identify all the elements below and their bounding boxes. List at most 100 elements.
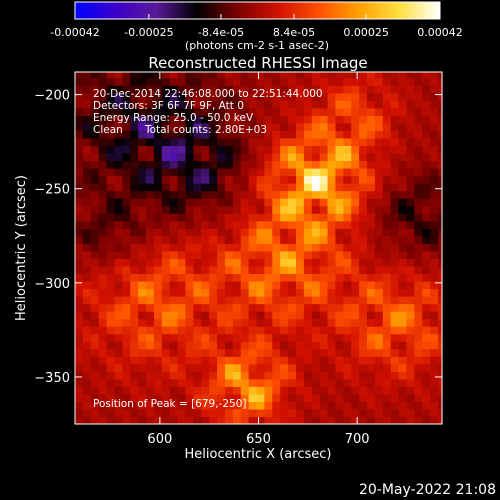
heatmap-cell	[256, 92, 266, 101]
heatmap-cell	[217, 393, 226, 403]
heatmap-cell	[240, 160, 250, 169]
heatmap-cell	[335, 378, 344, 387]
heatmap-cell	[256, 145, 266, 154]
heatmap-cell	[295, 243, 305, 252]
heatmap-cell	[374, 160, 384, 169]
heatmap-cell	[177, 243, 187, 252]
heatmap-cell	[224, 175, 234, 184]
heatmap-cell	[343, 273, 352, 282]
heatmap-cell	[406, 356, 415, 365]
heatmap-cell	[280, 371, 289, 380]
heatmap-cell	[374, 401, 384, 410]
heatmap-cell	[114, 363, 123, 372]
heatmap-cell	[248, 371, 258, 380]
heatmap-cell	[264, 205, 273, 214]
heatmap-cell	[319, 348, 329, 357]
heatmap-cell	[351, 145, 360, 154]
heatmap-cell	[193, 235, 202, 244]
chart-title: Reconstructed RHESSI Image	[148, 54, 367, 72]
heatmap-cell	[248, 280, 258, 290]
heatmap-cell	[422, 205, 431, 214]
heatmap-cell	[374, 213, 384, 222]
heatmap-cell	[169, 371, 179, 380]
heatmap-cell	[327, 371, 337, 380]
heatmap-cell	[130, 333, 139, 342]
heatmap-cell	[161, 408, 171, 418]
heatmap-cell	[335, 100, 344, 109]
heatmap-cell	[209, 401, 218, 410]
heatmap-cell	[75, 213, 84, 222]
heatmap-cell	[209, 85, 218, 94]
heatmap-cell	[382, 378, 392, 387]
heatmap-cell	[130, 273, 139, 282]
heatmap-cell	[138, 198, 147, 207]
heatmap-cell	[343, 190, 352, 199]
heatmap-cell	[209, 408, 218, 418]
heatmap-cell	[422, 228, 431, 237]
heatmap-cell	[232, 243, 242, 252]
heatmap-cell	[295, 416, 305, 424]
heatmap-cell	[430, 77, 439, 86]
heatmap-cell	[374, 220, 384, 229]
heatmap-cell	[161, 386, 171, 395]
heatmap-cell	[217, 265, 226, 275]
heatmap-cell	[75, 160, 84, 169]
heatmap-cell	[374, 122, 384, 131]
heatmap-cell	[106, 85, 116, 94]
heatmap-cell	[311, 378, 321, 387]
heatmap-cell	[209, 250, 218, 259]
heatmap-cell	[209, 228, 218, 237]
heatmap-cell	[303, 416, 313, 424]
heatmap-cell	[438, 348, 442, 357]
heatmap-cell	[256, 273, 266, 282]
heatmap-cell	[256, 363, 266, 372]
heatmap-cell	[414, 258, 423, 267]
heatmap-cell	[209, 145, 218, 154]
heatmap-cell	[240, 85, 250, 94]
heatmap-cell	[398, 115, 408, 124]
heatmap-cell	[311, 190, 321, 199]
heatmap-cell	[240, 213, 250, 222]
heatmap-cell	[146, 408, 155, 418]
heatmap-cell	[430, 243, 439, 252]
heatmap-cell	[169, 152, 179, 162]
heatmap-cell	[438, 326, 442, 335]
heatmap-cell	[201, 213, 210, 222]
heatmap-cell	[169, 130, 179, 139]
heatmap-cell	[146, 265, 155, 275]
heatmap-cell	[98, 333, 108, 342]
heatmap-cell	[295, 175, 305, 184]
heatmap-cell	[438, 408, 442, 418]
heatmap-cell	[209, 326, 218, 335]
heatmap-cell	[303, 168, 313, 177]
heatmap-cell	[343, 393, 352, 403]
heatmap-cell	[114, 92, 123, 101]
heatmap-cell	[217, 137, 226, 147]
heatmap-cell	[327, 288, 337, 297]
heatmap-cell	[248, 333, 258, 342]
heatmap-cell	[177, 348, 187, 357]
heatmap-cell	[319, 393, 329, 403]
heatmap-cell	[217, 408, 226, 418]
heatmap-cell	[224, 363, 234, 372]
heatmap-cell	[438, 311, 442, 320]
heatmap-cell	[209, 258, 218, 267]
heatmap-cell	[193, 130, 202, 139]
heatmap-cell	[327, 115, 337, 124]
heatmap-cell	[201, 273, 210, 282]
colorbar-ticks: -0.00042 -0.00025 -8.4e-05 8.4e-05 0.00025 0.…	[50, 14, 463, 39]
heatmap-cell	[240, 326, 250, 335]
heatmap-cell	[185, 122, 194, 131]
heatmap-cell	[351, 152, 360, 162]
heatmap-cell	[264, 393, 273, 403]
heatmap-cell	[82, 378, 92, 387]
heatmap-cell	[319, 265, 329, 275]
heatmap-cell	[130, 137, 139, 147]
heatmap-cell	[398, 130, 408, 139]
heatmap-cell	[295, 183, 305, 192]
heatmap-cell	[75, 250, 84, 259]
heatmap-cell	[177, 92, 187, 101]
heatmap-cell	[288, 408, 297, 418]
heatmap-cell	[240, 386, 250, 395]
heatmap-cell	[319, 160, 329, 169]
